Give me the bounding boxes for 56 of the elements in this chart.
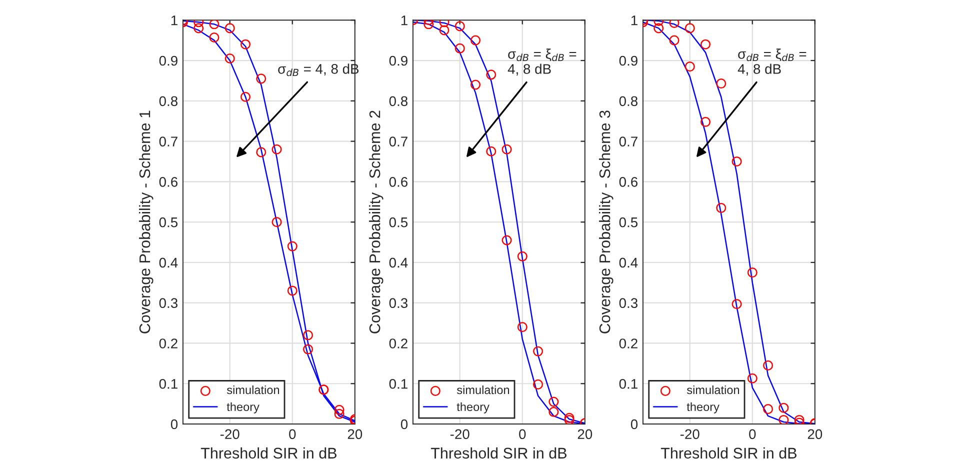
y-tick-label: 0.5 xyxy=(619,217,638,228)
y-tick-label: 0.9 xyxy=(389,56,408,66)
y-tick-label: 0.5 xyxy=(389,217,408,228)
y-tick-label: 0.6 xyxy=(389,177,408,187)
y-tick-label: 0.1 xyxy=(389,378,408,389)
y-tick-label: 0.5 xyxy=(159,217,178,228)
x-tick-label: 20 xyxy=(578,429,592,440)
text: σ$_{dB}$ = ξ$_{dB}$ = 4, 8 dB xyxy=(738,48,806,76)
x-tick-label: -20 xyxy=(220,429,240,440)
y-tick-label: 0.8 xyxy=(159,96,178,106)
x-tick-label: 0 xyxy=(519,429,526,440)
y-tick-label: 0.2 xyxy=(389,338,408,348)
x-tick-label: 0 xyxy=(289,429,296,440)
y-tick-label: 0.2 xyxy=(159,338,178,348)
y-tick-label: 0.4 xyxy=(389,258,408,268)
legend-label: theory xyxy=(686,402,720,414)
y-tick-label: 0.9 xyxy=(159,56,178,66)
y-tick-label: 0.3 xyxy=(389,298,408,308)
y-tick-label: 1 xyxy=(401,16,408,26)
legend-label: theory xyxy=(226,402,260,414)
x-tick-label: -20 xyxy=(680,429,700,440)
y-tick-label: 0.8 xyxy=(619,96,638,106)
y-axis-title: Coverage Probability - Scheme 1 xyxy=(138,110,154,334)
y-tick-label: 1 xyxy=(631,16,638,26)
x-tick-label: 20 xyxy=(348,429,362,440)
y-axis-title: Coverage Probability - Scheme 3 xyxy=(599,110,614,334)
y-tick-label: 0.1 xyxy=(619,378,638,389)
x-tick-label: 0 xyxy=(749,429,756,440)
y-tick-label: 0.9 xyxy=(619,56,638,66)
y-tick-label: 0.3 xyxy=(619,298,638,308)
y-tick-label: 0.7 xyxy=(619,136,638,146)
y-tick-label: 0.8 xyxy=(389,96,408,106)
x-axis-title: Threshold SIR in dB xyxy=(430,447,566,459)
legend-label: simulation xyxy=(456,385,510,394)
y-axis-title: Coverage Probability - Scheme 2 xyxy=(369,110,384,334)
y-tick-label: 0.2 xyxy=(619,338,638,348)
legend-label: simulation xyxy=(686,385,740,394)
y-tick-label: 0.1 xyxy=(159,378,178,389)
x-axis-title: Threshold SIR in dB xyxy=(660,447,796,459)
y-tick-label: 0.7 xyxy=(159,136,178,146)
y-tick-label: 0.6 xyxy=(159,177,178,187)
x-tick-label: 20 xyxy=(808,429,822,440)
y-tick-label: 0.3 xyxy=(159,298,178,308)
y-tick-label: 1 xyxy=(171,16,178,26)
y-tick-label: 0.6 xyxy=(619,177,638,187)
y-tick-label: 0 xyxy=(400,419,408,430)
y-tick-label: 0.4 xyxy=(159,258,178,268)
y-tick-label: 0.7 xyxy=(389,136,408,146)
x-axis-title: Threshold SIR in dB xyxy=(200,447,336,459)
y-tick-label: 0 xyxy=(630,419,638,430)
legend-label: simulation xyxy=(226,385,280,394)
y-tick-label: 0 xyxy=(170,419,178,430)
y-tick-label: 0.4 xyxy=(619,258,638,268)
text: σ$_{dB}$ = ξ$_{dB}$ = 4, 8 dB xyxy=(508,48,576,76)
x-tick-label: -20 xyxy=(450,429,470,440)
legend-label: theory xyxy=(456,402,490,414)
